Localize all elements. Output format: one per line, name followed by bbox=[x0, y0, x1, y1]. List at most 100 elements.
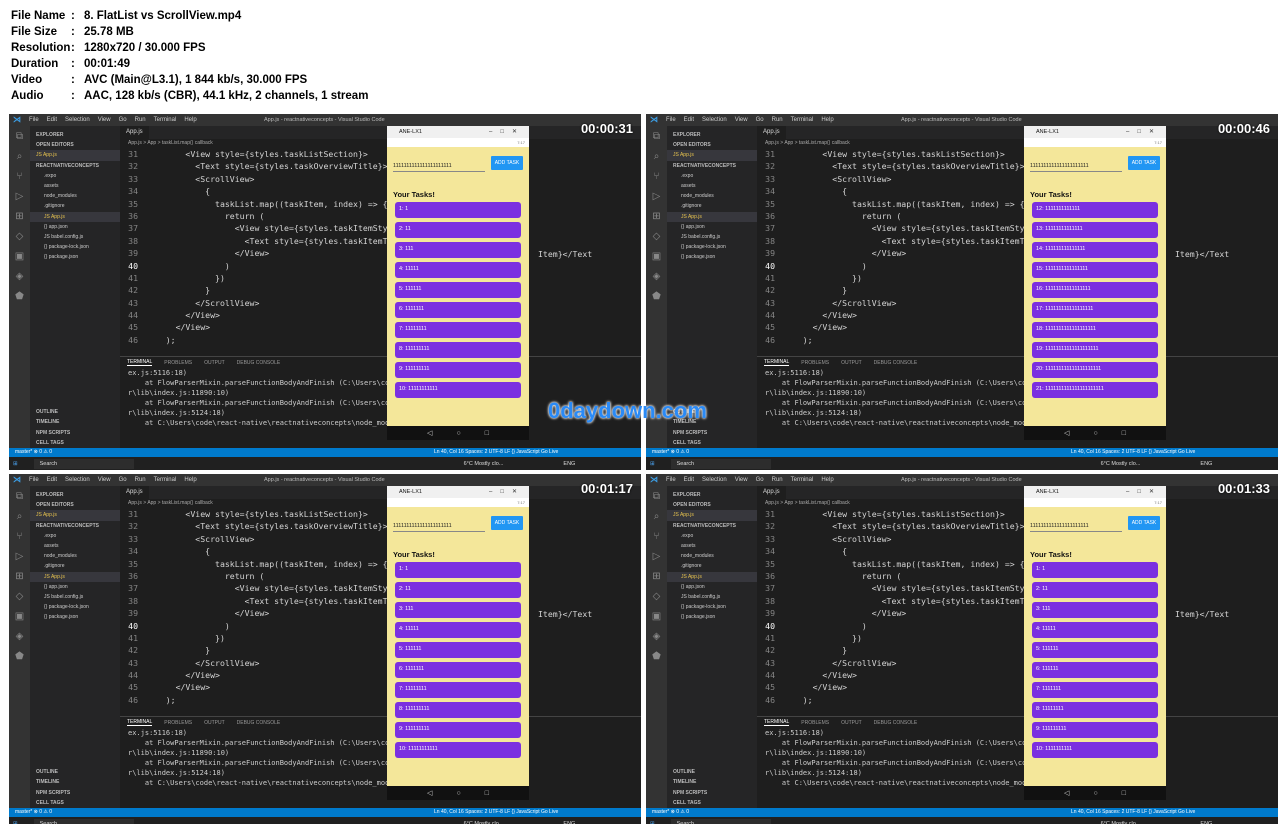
sidebar-section[interactable]: CELL TAGS bbox=[673, 439, 701, 446]
activity-icon[interactable]: ▷ bbox=[652, 190, 661, 202]
menu-item[interactable]: Help bbox=[184, 477, 197, 483]
explorer-item[interactable]: REACTNATIVECONCEPTS bbox=[36, 522, 99, 529]
menu-item[interactable]: Go bbox=[118, 117, 127, 123]
activity-icon[interactable]: ⌕ bbox=[16, 150, 23, 162]
code-line[interactable]: 39 </View> bbox=[120, 607, 641, 619]
menu-item[interactable]: Selection bbox=[702, 117, 727, 123]
language-indicator[interactable]: ENG bbox=[1200, 820, 1213, 824]
activity-icon[interactable]: ⑂ bbox=[653, 170, 660, 182]
panel-tab[interactable]: DEBUG CONSOLE bbox=[236, 719, 281, 726]
sidebar-section[interactable]: TIMELINE bbox=[36, 419, 60, 426]
panel-tab[interactable]: DEBUG CONSOLE bbox=[873, 359, 918, 366]
activity-icon[interactable]: ⑂ bbox=[653, 530, 660, 542]
task-item[interactable]: 1: 1 bbox=[1032, 562, 1158, 578]
nav-button[interactable]: ◁ bbox=[1064, 790, 1070, 797]
explorer-item[interactable]: {} package.json bbox=[44, 254, 79, 261]
panel-tab[interactable]: TERMINAL bbox=[127, 359, 153, 366]
explorer-item[interactable]: node_modules bbox=[681, 193, 714, 200]
explorer-item[interactable]: JS babel.config.js bbox=[681, 593, 721, 600]
activity-icon[interactable]: ⬟ bbox=[15, 650, 24, 662]
activity-icon[interactable]: ⬟ bbox=[652, 650, 661, 662]
explorer-item[interactable]: JS App.js bbox=[30, 571, 120, 582]
panel-tab[interactable]: OUTPUT bbox=[841, 719, 862, 726]
code-line[interactable]: 36 return ( bbox=[757, 570, 1278, 582]
task-list[interactable]: 1: 1 2: 11 3: 111 4: 11111 5: 111111 6: 11111… bbox=[395, 562, 521, 762]
activity-icon[interactable]: ⊞ bbox=[652, 570, 661, 582]
menu-item[interactable]: Terminal bbox=[153, 477, 177, 483]
code-line[interactable]: 42 } bbox=[757, 284, 1278, 296]
menu-item[interactable]: Terminal bbox=[153, 117, 177, 123]
task-item[interactable]: 14: 111111111111111 bbox=[1032, 242, 1158, 258]
add-task-button[interactable]: ADD TASK bbox=[1128, 156, 1160, 170]
code-line[interactable]: 42 } bbox=[120, 644, 641, 656]
explorer-item[interactable]: REACTNATIVECONCEPTS bbox=[36, 162, 99, 169]
code-area[interactable]: 31 <View style={styles.taskListSection}>… bbox=[757, 508, 1278, 706]
sidebar-section[interactable]: TIMELINE bbox=[36, 779, 60, 786]
tab-app-js[interactable]: App.js bbox=[757, 126, 786, 139]
menu-item[interactable]: Go bbox=[755, 117, 764, 123]
explorer-item[interactable]: EXPLORER bbox=[36, 132, 64, 138]
windows-start-icon[interactable]: ⊞ bbox=[13, 820, 18, 824]
panel-tab[interactable]: PROBLEMS bbox=[164, 719, 193, 726]
task-item[interactable]: 21: 1111111111111111111111 bbox=[1032, 382, 1158, 398]
panel-tab[interactable]: DEBUG CONSOLE bbox=[873, 719, 918, 726]
menu-item[interactable]: Help bbox=[821, 117, 834, 123]
code-line[interactable]: 44 </View> bbox=[757, 309, 1278, 321]
code-line[interactable]: 36 return ( bbox=[120, 570, 641, 582]
nav-button[interactable]: ○ bbox=[1093, 429, 1098, 437]
code-line[interactable]: 46 ); bbox=[757, 334, 1278, 346]
explorer-item[interactable]: .gitignore bbox=[681, 203, 702, 210]
explorer-item[interactable]: {} package.json bbox=[681, 614, 716, 621]
task-item[interactable]: 7: 11111111 bbox=[395, 682, 521, 698]
explorer-item[interactable]: {} app.json bbox=[44, 583, 68, 590]
code-line[interactable]: 43 </ScrollView> bbox=[757, 297, 1278, 309]
task-item[interactable]: 1: 1 bbox=[395, 562, 521, 578]
task-item[interactable]: 2: 11 bbox=[395, 222, 521, 238]
task-item[interactable]: 20: 111111111111111111111 bbox=[1032, 362, 1158, 378]
task-item[interactable]: 4: 11111 bbox=[395, 262, 521, 278]
task-item[interactable]: 18: 1111111111111111111 bbox=[1032, 322, 1158, 338]
task-item[interactable]: 12: 1111111111111 bbox=[1032, 202, 1158, 218]
code-line[interactable]: 35 taskList.map((taskItem, index) => { bbox=[757, 558, 1278, 570]
menu-item[interactable]: Edit bbox=[683, 117, 695, 123]
sidebar-section[interactable]: TIMELINE bbox=[673, 419, 697, 426]
code-line[interactable]: 35 taskList.map((taskItem, index) => { bbox=[120, 558, 641, 570]
add-task-button[interactable]: ADD TASK bbox=[491, 156, 523, 170]
code-line[interactable]: 41 }) bbox=[757, 272, 1278, 284]
task-item[interactable]: 2: 11 bbox=[395, 582, 521, 598]
windows-start-icon[interactable]: ⊞ bbox=[13, 460, 18, 467]
code-line[interactable]: 37 <View style={styles.taskItemSty bbox=[757, 582, 1278, 594]
menu-item[interactable]: View bbox=[734, 477, 748, 483]
activity-icon[interactable]: ▷ bbox=[15, 190, 24, 202]
code-line[interactable]: 34 { bbox=[120, 545, 641, 557]
code-line[interactable]: 38 <Text style={styles.taskItemT bbox=[757, 595, 1278, 607]
code-line[interactable]: 31 <View style={styles.taskListSection}> bbox=[120, 508, 641, 520]
menu-item[interactable]: Run bbox=[134, 117, 146, 123]
explorer-item[interactable]: {} package-lock.json bbox=[44, 604, 89, 611]
explorer-item[interactable]: JS App.js bbox=[30, 510, 120, 521]
explorer-item[interactable]: OPEN EDITORS bbox=[673, 502, 711, 509]
explorer-item[interactable]: {} app.json bbox=[681, 223, 705, 230]
windows-start-icon[interactable]: ⊞ bbox=[650, 820, 655, 824]
explorer-item[interactable]: OPEN EDITORS bbox=[673, 142, 711, 149]
code-line[interactable]: 40 ) bbox=[120, 620, 641, 632]
code-line[interactable]: 44 </View> bbox=[757, 669, 1278, 681]
activity-icon[interactable]: ⧉ bbox=[15, 130, 24, 142]
activity-icon[interactable]: ▷ bbox=[652, 550, 661, 562]
sidebar-section[interactable]: NPM SCRIPTS bbox=[673, 429, 708, 436]
task-item[interactable]: 5: 111111 bbox=[395, 282, 521, 298]
code-line[interactable]: 46 ); bbox=[120, 334, 641, 346]
menu-item[interactable]: Help bbox=[821, 477, 834, 483]
activity-icon[interactable]: ▷ bbox=[15, 550, 24, 562]
activity-icon[interactable]: ▣ bbox=[14, 610, 25, 622]
windows-start-icon[interactable]: ⊞ bbox=[650, 460, 655, 467]
sidebar-section[interactable]: CELL TAGS bbox=[673, 799, 701, 806]
code-line[interactable]: 39 </View> bbox=[757, 247, 1278, 259]
explorer-item[interactable]: assets bbox=[681, 542, 696, 549]
task-item[interactable]: 5: 111111 bbox=[395, 642, 521, 658]
activity-icon[interactable]: ▣ bbox=[651, 250, 662, 262]
weather-widget[interactable]: 6°C Mostly clo... bbox=[1100, 460, 1141, 467]
code-line[interactable]: 45 </View> bbox=[120, 681, 641, 693]
code-line[interactable]: 34 { bbox=[757, 185, 1278, 197]
code-line[interactable]: 33 <ScrollView> bbox=[120, 173, 641, 185]
